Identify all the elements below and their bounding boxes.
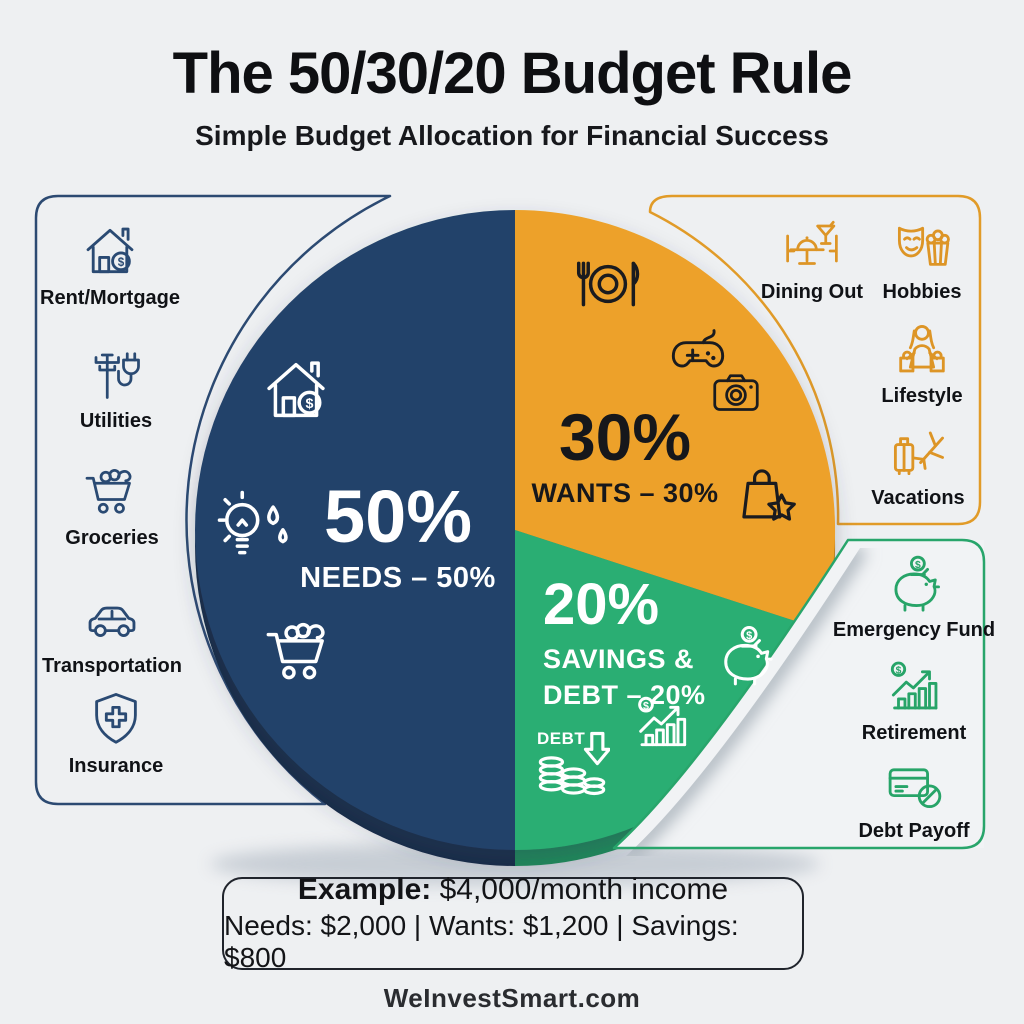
shopping-bag-star-icon <box>732 460 802 530</box>
needs-sublabel: NEEDS – 50% <box>300 562 496 594</box>
wants-item-dining-out: Dining Out <box>742 216 882 304</box>
item-label: Transportation <box>41 655 182 677</box>
grocery-cart-icon <box>262 614 338 690</box>
needs-item-insurance: Insurance <box>41 688 191 778</box>
savings-item-debt-payoff: Debt Payoff <box>829 753 999 843</box>
dining-table-icon <box>779 216 845 276</box>
needs-percent: 50% <box>323 475 473 558</box>
item-label: Groceries <box>65 527 159 549</box>
house-dollar-icon <box>79 220 141 282</box>
utility-pole-plug-icon <box>86 345 146 405</box>
website-footer: WeInvestSmart.com <box>383 983 641 1013</box>
needs-slice-label: 50% NEEDS – 50% <box>300 480 496 593</box>
item-label: Utilities <box>79 410 153 432</box>
piggy-bank-icon <box>712 622 778 688</box>
credit-card-block-icon <box>883 753 945 815</box>
needs-item-utilities: Utilities <box>41 345 191 433</box>
savings-slice-label: 20% SAVINGS & DEBT – 20% <box>543 576 706 713</box>
item-label: Insurance <box>68 755 164 777</box>
shopping-woman-icon <box>891 318 953 380</box>
pie-slice-wants <box>515 210 836 629</box>
savings-panel-border <box>612 538 986 850</box>
page-subtitle: Simple Budget Allocation for Financial S… <box>195 120 829 151</box>
suitcase-plane-icon <box>887 420 949 482</box>
savings-item-retirement: Retirement <box>829 655 999 745</box>
item-label: Retirement <box>861 722 967 744</box>
wants-item-hobbies: Hobbies <box>852 214 992 304</box>
growth-chart-icon <box>883 655 945 717</box>
wants-item-lifestyle: Lifestyle <box>852 318 992 408</box>
example-line1: Example: $4,000/month income <box>298 873 728 907</box>
savings-percent: 20% <box>543 572 660 637</box>
item-label: Dining Out <box>760 281 864 303</box>
needs-panel-border <box>34 194 392 806</box>
item-label: Hobbies <box>882 281 962 303</box>
example-prefix: Example: <box>297 873 432 906</box>
plate-fork-knife-icon <box>570 246 646 322</box>
mask-popcorn-icon <box>891 214 953 276</box>
debt-icon-label: DEBT <box>537 729 586 748</box>
needs-item-groceries: Groceries <box>37 462 187 550</box>
example-line2: Needs: $2,000 | Wants: $1,200 | Savings:… <box>224 910 739 973</box>
car-icon <box>81 588 143 650</box>
wants-panel-border <box>648 194 982 526</box>
savings-sublabel-line1: SAVINGS & <box>543 644 695 674</box>
budget-pie-chart <box>195 210 836 850</box>
needs-item-transportation: Transportation <box>37 588 187 678</box>
item-label: Vacations <box>871 487 965 509</box>
grocery-cart-icon <box>82 462 142 522</box>
piggy-bank-icon <box>883 552 945 614</box>
pie-slice-needs <box>195 210 515 850</box>
wants-item-vacations: Vacations <box>848 420 988 510</box>
shield-cross-icon <box>85 688 147 750</box>
pie-slice-savings <box>515 530 820 850</box>
example-income: $4,000/month income <box>431 873 729 906</box>
savings-item-emergency-fund: Emergency Fund <box>829 552 999 642</box>
wants-sublabel: WANTS – 30% <box>531 478 719 508</box>
page-title: The 50/30/20 Budget Rule <box>172 41 853 106</box>
savings-sublabel-line2: DEBT – 20% <box>543 679 706 710</box>
wants-percent: 30% <box>558 400 692 474</box>
wants-slice-label: 30% WANTS – 30% <box>531 404 718 507</box>
item-label: Rent/Mortgage <box>40 287 180 309</box>
house-dollar-icon <box>258 352 334 428</box>
item-label: Emergency Fund <box>832 619 996 641</box>
example-box: Example: $4,000/month income Needs: $2,0… <box>222 873 804 973</box>
needs-item-rent-mortgage: Rent/Mortgage <box>35 220 185 310</box>
item-label: Lifestyle <box>881 385 963 407</box>
bulb-drops-icon <box>213 486 291 564</box>
item-label: Debt Payoff <box>858 820 970 842</box>
